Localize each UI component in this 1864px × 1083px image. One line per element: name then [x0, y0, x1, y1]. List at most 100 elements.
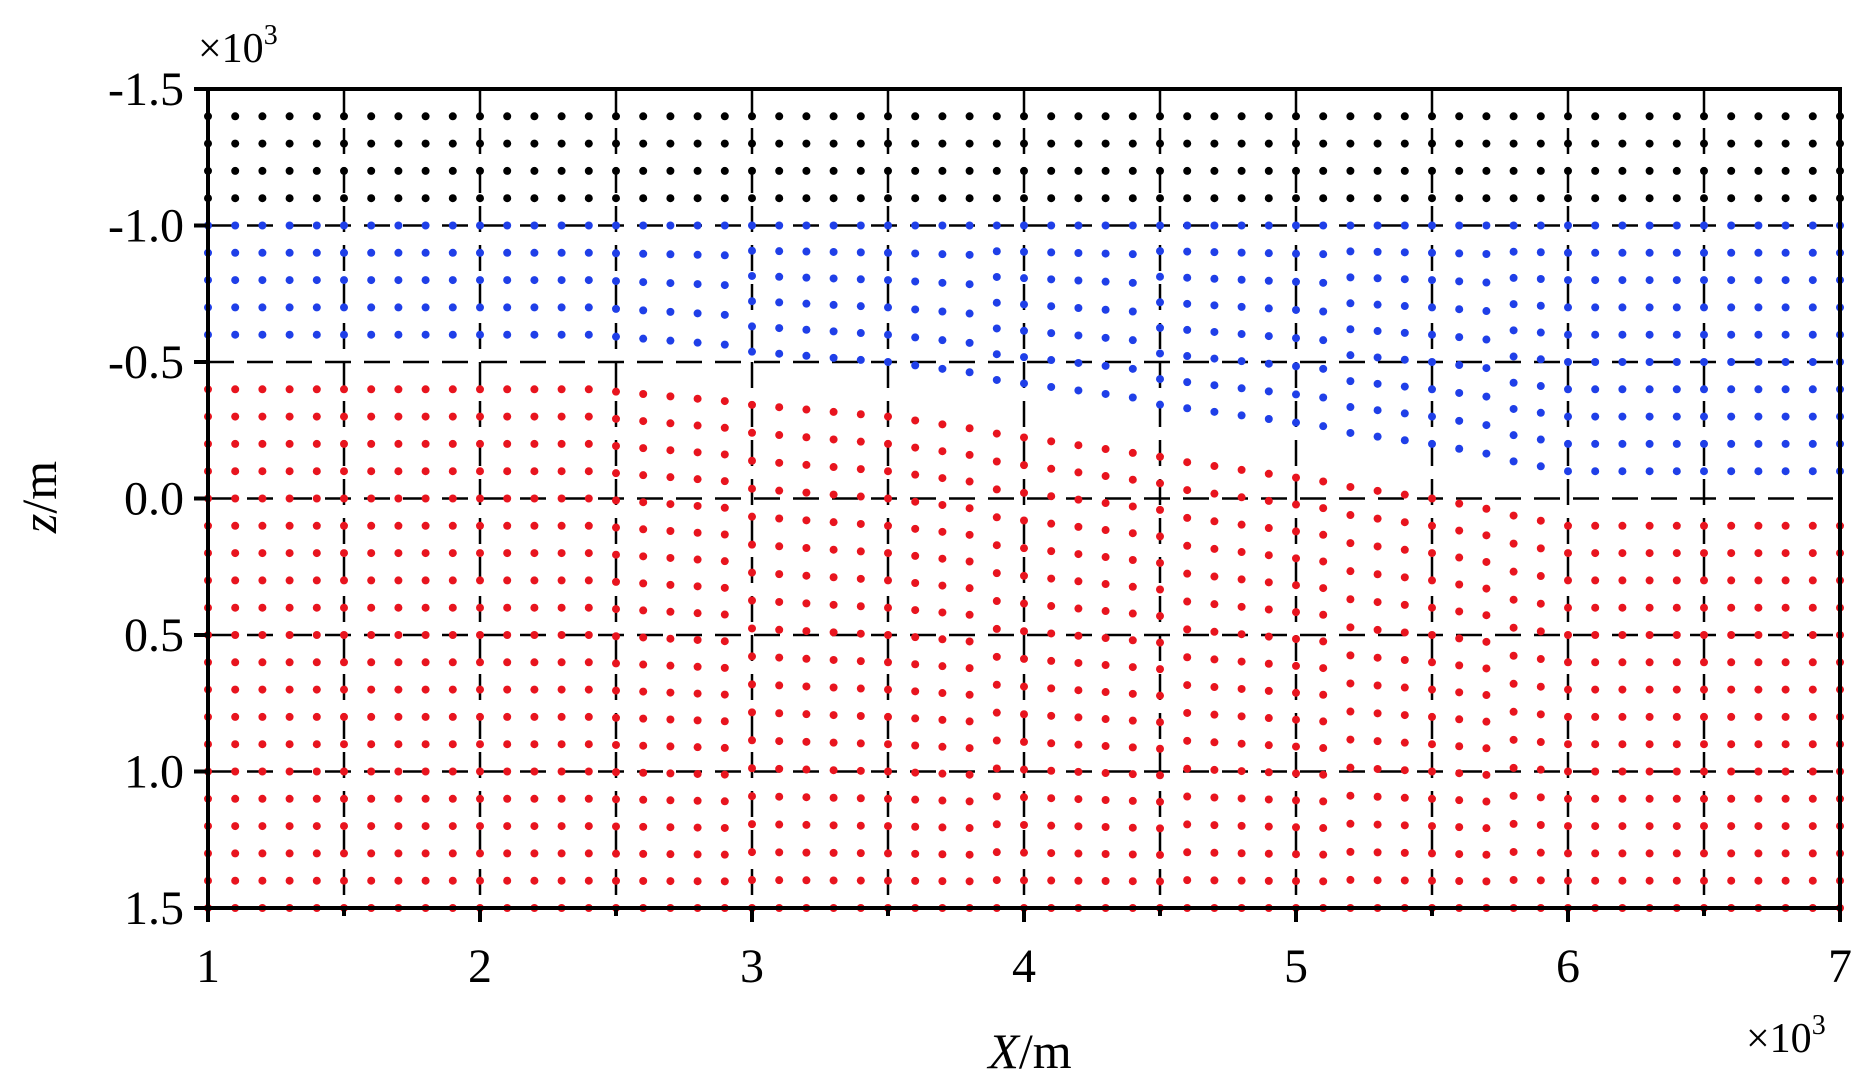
data-point-red [394, 576, 403, 585]
data-point-red [1591, 822, 1600, 831]
data-point-red [285, 849, 294, 858]
data-point-red [1210, 489, 1219, 498]
data-point-red [1672, 740, 1681, 749]
axis-ticks [194, 87, 1842, 922]
data-point-red [421, 385, 430, 394]
data-point-red [1346, 847, 1355, 856]
data-point-red [1455, 553, 1464, 562]
data-point-black [1455, 112, 1464, 121]
data-point-red [584, 794, 593, 803]
data-point-red [1536, 848, 1545, 857]
data-point-red [666, 661, 675, 670]
data-point-blue [1754, 412, 1763, 421]
data-point-red [884, 467, 892, 476]
data-point-red [285, 494, 294, 503]
data-point-red [1101, 796, 1110, 805]
data-point-red [1346, 539, 1355, 548]
data-point-blue [1536, 382, 1545, 391]
data-point-blue [748, 271, 756, 280]
data-point-black [1210, 112, 1219, 121]
data-point-red [666, 634, 675, 643]
data-point-red [476, 576, 484, 585]
data-point-red [666, 419, 675, 428]
data-point-blue [1591, 385, 1600, 394]
data-point-red [340, 412, 348, 421]
data-point-red [775, 876, 784, 885]
data-point-red [1047, 464, 1056, 473]
data-point-red [1047, 849, 1056, 858]
data-point-black [1645, 112, 1654, 121]
data-point-blue [1455, 249, 1464, 258]
data-point-red [231, 576, 240, 585]
data-point-red [1210, 655, 1219, 664]
data-point-red [448, 876, 457, 885]
data-point-red [1210, 821, 1219, 830]
data-point-blue [1101, 221, 1110, 230]
data-point-red [1319, 744, 1328, 753]
data-point-red [1101, 526, 1110, 535]
data-point-black [612, 166, 620, 175]
data-point-red [666, 580, 675, 589]
data-point-black [258, 166, 267, 175]
data-point-red [992, 680, 1001, 689]
data-point-red [1564, 822, 1572, 831]
data-point-red [340, 767, 348, 776]
data-point-red [748, 708, 756, 717]
data-point-blue [1618, 330, 1627, 339]
data-point-black [231, 139, 240, 148]
data-point-black [503, 166, 512, 175]
data-point-red [666, 392, 675, 401]
data-point-red [1509, 539, 1518, 548]
data-point-red [693, 796, 702, 805]
data-point-red [829, 518, 838, 527]
data-point-red [1074, 577, 1083, 586]
data-point-black [1101, 194, 1110, 203]
data-point-blue [1128, 336, 1137, 345]
data-point-black [1700, 194, 1708, 203]
data-point-red [1808, 794, 1817, 803]
data-point-red [1074, 631, 1083, 640]
data-point-red [1183, 681, 1192, 690]
data-point-red [639, 687, 648, 696]
data-point-black [530, 166, 539, 175]
data-point-black [1101, 139, 1110, 148]
data-point-red [421, 740, 430, 749]
data-point-black [1536, 139, 1545, 148]
data-point-red [639, 849, 648, 858]
data-point-blue [1754, 248, 1763, 257]
data-point-blue [1672, 467, 1681, 476]
data-point-red [557, 467, 566, 476]
data-point-red [367, 658, 376, 667]
data-point-red [965, 610, 974, 619]
data-point-red [1237, 821, 1246, 830]
data-point-black [421, 112, 430, 121]
data-point-red [1509, 791, 1518, 800]
data-point-red [367, 439, 376, 448]
data-point-red [1074, 686, 1083, 695]
data-point-red [1074, 767, 1083, 776]
data-point-red [1210, 544, 1219, 553]
data-point-red [421, 603, 430, 612]
data-point-red [1101, 580, 1110, 589]
data-point-black [1156, 139, 1164, 148]
data-point-red [231, 767, 240, 776]
data-point-blue [666, 221, 675, 230]
data-point-black [1808, 166, 1817, 175]
data-point-red [503, 385, 512, 394]
data-point-red [666, 769, 675, 778]
data-point-black [1237, 194, 1246, 203]
data-point-red [448, 712, 457, 721]
data-point-red [1455, 661, 1464, 670]
data-point-blue [1428, 221, 1436, 230]
x-tick-label: 4 [1012, 940, 1036, 993]
data-point-red [1564, 658, 1572, 667]
data-point-black [231, 166, 240, 175]
data-point-red [340, 467, 348, 476]
data-point-blue [1428, 412, 1436, 421]
data-point-blue [1754, 439, 1763, 448]
data-point-blue [1618, 358, 1627, 366]
data-point-red [1074, 441, 1083, 450]
data-point-red [1455, 850, 1464, 859]
data-point-red [1047, 794, 1056, 803]
